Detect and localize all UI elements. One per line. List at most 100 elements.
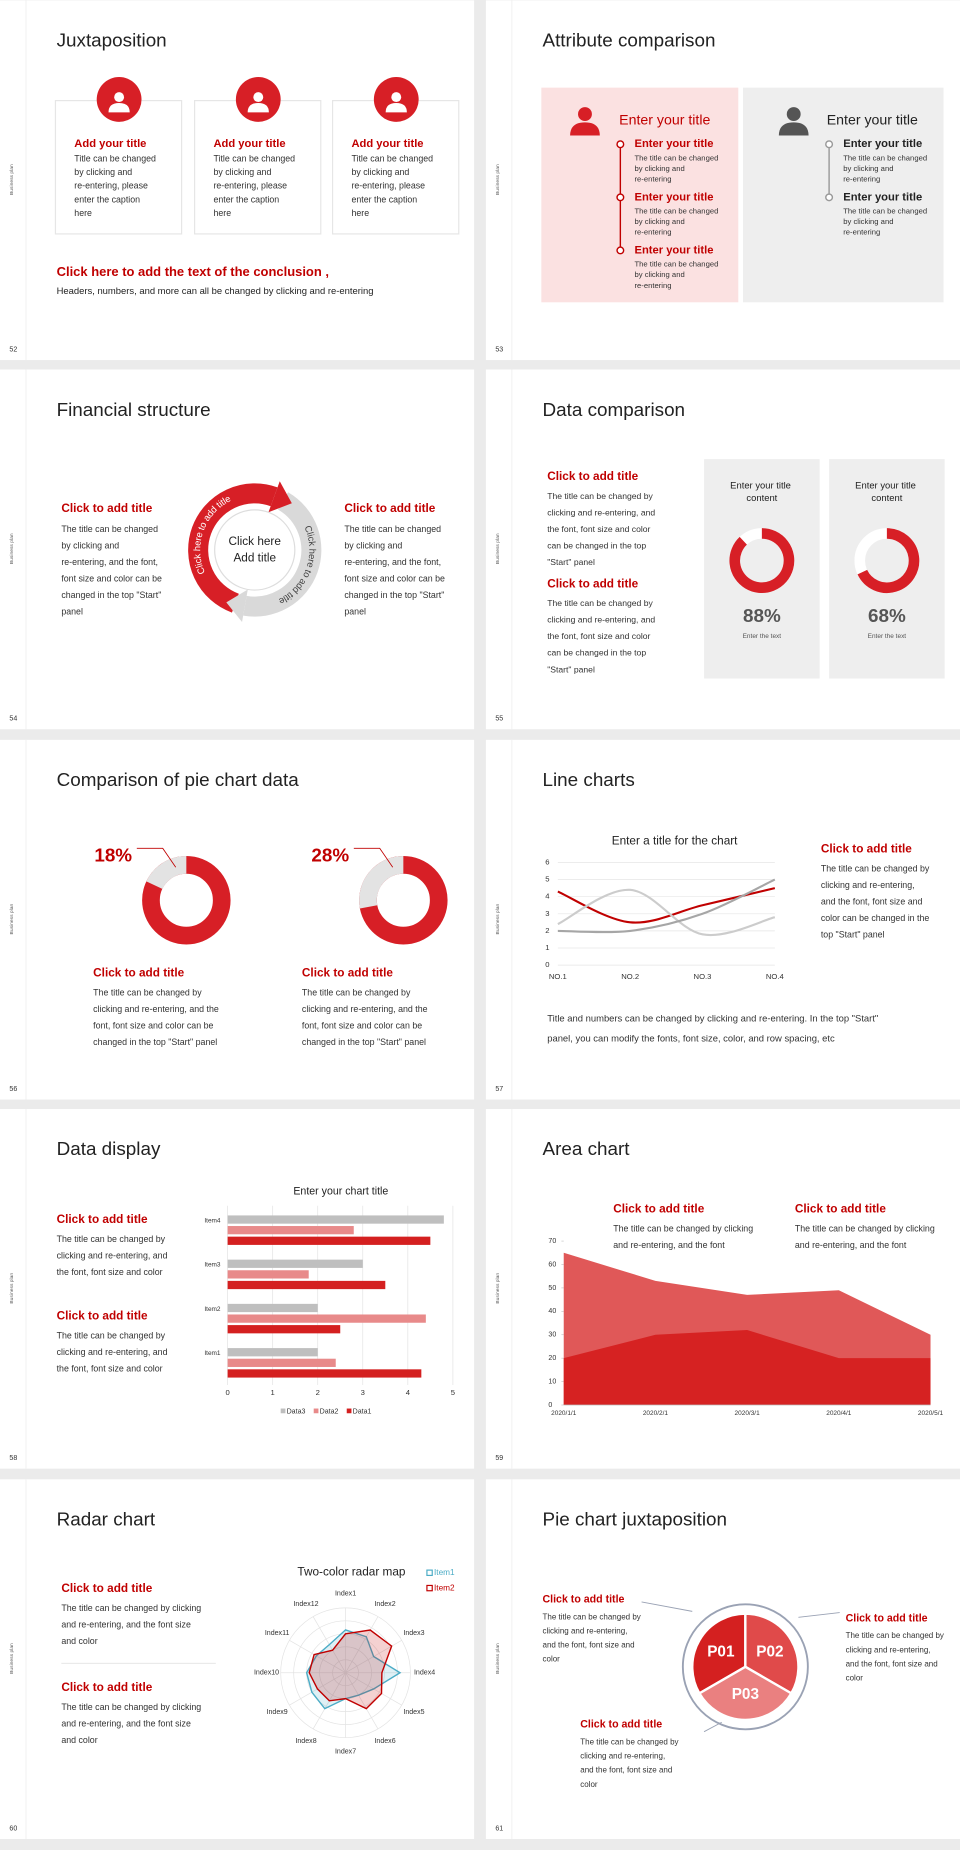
text-line: clicking and re-entering, and (547, 508, 657, 518)
value-label: 88% (743, 605, 781, 626)
block-title: Add your title (213, 138, 285, 150)
text-line: re-entering (843, 228, 880, 237)
center-text: Add title (233, 551, 276, 564)
text-line: panel (344, 607, 366, 617)
radar-spoke (345, 1672, 379, 1730)
side-label: Business plan (495, 903, 501, 934)
block-text: The title can be changed by clicking and… (821, 864, 932, 940)
y-tick-label: 4 (545, 892, 550, 901)
slide: Business plan 57 Line charts Enter a title … (485, 739, 960, 1100)
timeline-dot (825, 193, 834, 202)
leader-line (136, 847, 177, 868)
card (704, 459, 820, 679)
text-line: color (580, 1780, 598, 1789)
x-tick-label: 0 (225, 1388, 229, 1397)
text-line: re-entering, please (351, 181, 427, 191)
bar (227, 1280, 386, 1290)
card (829, 459, 945, 679)
block-text: Title can be changed by clicking and re-… (213, 154, 297, 218)
block-title: Click to add title (547, 470, 638, 483)
item-text: The title can be changed by clicking and… (634, 207, 720, 237)
text-line: and the font, font size and (543, 1641, 637, 1650)
side-label: Business plan (9, 164, 15, 195)
page-number: 61 (495, 1825, 503, 1832)
text-line: clicking and re-entering, and (547, 615, 657, 625)
text-line: can be changed in the top (547, 648, 648, 658)
block-title: Click to add title (61, 1582, 152, 1595)
item-title: Enter your title (634, 191, 713, 203)
text-line: re-entering (843, 175, 880, 184)
slide-title: Radar chart (57, 1509, 156, 1530)
y-tick-label: 6 (545, 858, 549, 867)
text-line: top "Start" panel (821, 930, 885, 940)
text-line: by clicking and (843, 164, 895, 173)
text-line: changed in the top "Start" panel (93, 1037, 217, 1047)
leader-line (353, 847, 394, 868)
block-title: Click to add title (795, 1202, 886, 1215)
axis-label: Index9 (267, 1709, 288, 1716)
text-line: The title can be changed by (547, 491, 655, 501)
block-text: The title can be changed by clicking and… (57, 1331, 170, 1374)
legend-label: Item2 (434, 1584, 455, 1593)
x-tick-label: 2020/3/1 (735, 1410, 761, 1417)
radar-spoke (289, 1639, 346, 1674)
panel (742, 87, 944, 303)
text-line: panel (61, 607, 83, 617)
y-tick-label: 70 (548, 1238, 556, 1245)
legend-swatch (426, 1569, 433, 1577)
axis-label: Index6 (374, 1738, 395, 1745)
text-line: The title can be changed (634, 153, 720, 162)
block-title: Add your title (74, 138, 146, 150)
text-line: and re-entering, and the font size (61, 1620, 193, 1630)
area-series (563, 1330, 931, 1405)
legend-label: Data2 (320, 1408, 339, 1415)
y-tick-label: 1 (545, 943, 549, 952)
side-label: Business plan (9, 1643, 15, 1674)
slide-title: Comparison of pie chart data (57, 769, 300, 790)
text-line: and color (61, 1636, 97, 1646)
y-tick-label: 10 (548, 1378, 556, 1385)
text-line: the font, font size and color (57, 1267, 163, 1277)
icon-head (578, 107, 592, 122)
item-text: The title can be changed by clicking and… (634, 260, 720, 290)
text-line: clicking and re-entering, (846, 1645, 933, 1654)
slide: Business plan 52 Juxtaposition Add your tit… (0, 0, 475, 361)
slide: Business plan 53 Attribute comparison Enter… (485, 0, 960, 361)
block-text: The title can be changed by clicking and… (580, 1737, 681, 1788)
bar (227, 1236, 431, 1245)
card-title: Enter your title content (730, 480, 793, 504)
text-line: font size and color can be (344, 574, 447, 584)
text-line: The title can be changed by clicking (795, 1224, 937, 1234)
side-label: Business plan (495, 533, 501, 564)
y-tick-label: 50 (548, 1285, 556, 1292)
x-tick-label: 1 (271, 1388, 275, 1397)
donut-arc (359, 856, 404, 909)
slide: Business plan 58 Data display Enter your ch… (0, 1108, 475, 1469)
text-line: The title can be changed by (547, 598, 655, 608)
text-line: changed in the top "Start" (61, 590, 163, 600)
block-title: Click to add title (61, 502, 152, 515)
axis-label: Index3 (403, 1630, 424, 1637)
icon-body (108, 102, 130, 113)
legend-swatch (346, 1408, 352, 1414)
slide-title: Juxtaposition (57, 30, 167, 51)
radar-series (308, 1629, 393, 1710)
side-label: Business plan (9, 533, 15, 564)
slide: Business plan 55 Data comparison Click to a… (485, 369, 960, 730)
block-text: The title can be changed by clicking and… (846, 1631, 947, 1682)
block-title: Click to add title (61, 1681, 152, 1694)
slide-title: Attribute comparison (543, 30, 716, 51)
item-title: Enter your title (634, 244, 713, 256)
text-line: re-entering, please (74, 181, 150, 191)
text-line: enter the caption (74, 195, 142, 205)
slide: Business plan 60 Radar chart Two-color rada… (0, 1479, 475, 1840)
text-line: content (871, 493, 902, 504)
connector (703, 1721, 722, 1733)
segment-label: P02 (756, 1644, 783, 1661)
timeline-dot (616, 193, 625, 202)
text-line: Title can be changed (351, 154, 435, 164)
panel-heading: Enter your title (619, 111, 710, 127)
caption: Enter the text (743, 633, 782, 640)
text-line: The title can be changed (634, 260, 720, 269)
